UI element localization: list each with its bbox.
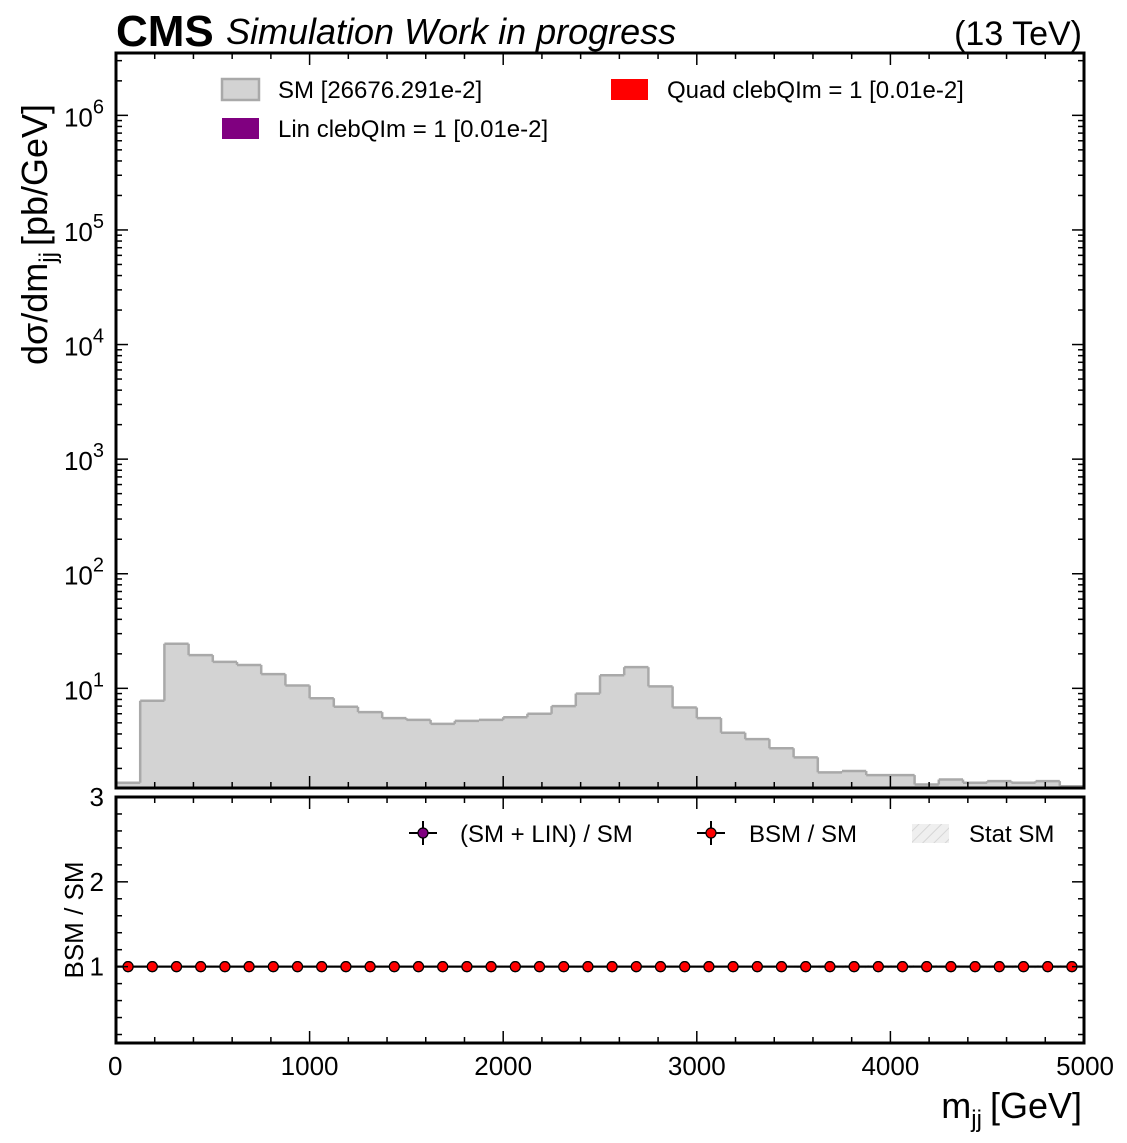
main-plot-frame (114, 51, 1086, 790)
ratio-y-tick-label: 3 (90, 782, 104, 812)
x-tick-label: 2000 (474, 1051, 532, 1081)
legend-marker-bsm (705, 827, 717, 839)
y-tick-label: 101 (64, 669, 104, 705)
legend-label-quad: Quad clebQIm = 1 [0.01e-2] (667, 77, 964, 104)
ratio-ticks (115, 796, 1085, 1043)
bsm-ratio-point (340, 961, 352, 973)
legend-entry-lin: Lin clebQIm = 1 [0.01e-2] (222, 116, 548, 143)
bsm-ratio-point (1042, 961, 1054, 973)
bsm-ratio-point (509, 961, 521, 973)
main-y-axis-label: dσ/dmjj[pb/GeV] (14, 104, 62, 365)
legend-label-bsm-ratio: BSM / SM (749, 821, 857, 848)
legend-label-sm: SM [26676.291e-2] (278, 77, 482, 104)
bsm-ratio-point (364, 961, 376, 973)
bsm-ratio-point (945, 961, 957, 973)
bsm-ratio-point (195, 961, 207, 973)
legend-label-lin: Lin clebQIm = 1 [0.01e-2] (278, 116, 548, 143)
ratio-plot-frame (114, 795, 1086, 1045)
bsm-ratio-point (824, 961, 836, 973)
y-tick-label: 102 (64, 555, 104, 591)
bsm-ratio-point (630, 961, 642, 973)
bsm-ratio-point (703, 961, 715, 973)
ratio-y-axis-label: BSM / SM (59, 861, 89, 978)
bsm-ratio-point (412, 961, 425, 973)
bsm-ratio-point (243, 961, 255, 973)
x-axis-label: mjj [GeV] (941, 1085, 1082, 1133)
ratio-y-tick-label: 2 (90, 867, 104, 897)
bsm-ratio-point (896, 961, 909, 973)
bsm-ratio-point (800, 961, 812, 973)
legend-entry-sm: SM [26676.291e-2] (220, 77, 482, 104)
x-tick-labels: 0 1000 2000 3000 4000 5000 (108, 1051, 1114, 1081)
bsm-ratio-point (1017, 961, 1030, 973)
legend-label-sm-lin-ratio: (SM + LIN) / SM (460, 821, 633, 848)
bsm-ratio-point (921, 961, 933, 973)
bsm-ratio-point (775, 961, 788, 973)
main-legend: SM [26676.291e-2] Lin clebQIm = 1 [0.01e… (220, 77, 964, 143)
main-ticks (115, 53, 1085, 788)
legend-label-stat-sm: Stat SM (969, 821, 1054, 848)
energy-label: (13 TeV) (954, 15, 1082, 53)
bsm-ratio-point (170, 961, 183, 973)
sm-histogram (116, 642, 1084, 788)
y-tick-label: 105 (64, 211, 104, 247)
bsm-ratio-point (872, 961, 884, 973)
x-tick-label: 3000 (668, 1051, 726, 1081)
ratio-legend: (SM + LIN) / SM BSM / SM Stat SM (409, 821, 1054, 848)
legend-swatch-quad (611, 79, 648, 100)
y-tick-label: 103 (64, 440, 104, 476)
legend-swatch-stat-sm (912, 824, 949, 843)
bsm-ratio-point (485, 961, 497, 973)
bsm-ratio-point (969, 961, 981, 973)
bsm-ratio-point (654, 961, 667, 973)
bsm-ratio-point (316, 961, 328, 973)
bsm-ratio-point (727, 961, 739, 973)
legend-marker-lin (417, 827, 429, 839)
bsm-ratio-point (848, 961, 860, 973)
experiment-label: CMS (116, 7, 214, 56)
x-tick-label: 1000 (281, 1051, 339, 1081)
bsm-ratio-point (533, 961, 546, 973)
x-tick-label: 5000 (1056, 1051, 1114, 1081)
ratio-y-tick-labels: 1 2 3 (90, 782, 104, 982)
bsm-ratio-point (751, 961, 763, 973)
bsm-ratio-point (461, 961, 473, 973)
ratio-y-tick-label: 1 (90, 952, 104, 982)
y-tick-label: 104 (64, 326, 104, 362)
bsm-ratio-point (267, 961, 279, 973)
legend-entry-quad: Quad clebQIm = 1 [0.01e-2] (611, 77, 964, 104)
legend-swatch-sm (220, 77, 261, 102)
bsm-ratio-point (219, 961, 231, 973)
legend-entry-sm-lin-ratio: (SM + LIN) / SM (409, 821, 633, 848)
bsm-ratio-point (291, 961, 304, 973)
legend-swatch-lin (222, 118, 259, 139)
ratio-points (116, 961, 1084, 973)
bsm-ratio-point (437, 961, 449, 973)
y-tick-label: 106 (64, 96, 104, 132)
legend-entry-bsm-ratio: BSM / SM (697, 821, 857, 848)
legend-entry-stat-sm: Stat SM (912, 821, 1054, 848)
bsm-ratio-point (388, 961, 400, 973)
main-y-tick-labels: 101 102 103 104 105 106 (64, 96, 104, 705)
bsm-ratio-point (558, 961, 570, 973)
bsm-ratio-point (679, 961, 691, 973)
x-tick-label: 0 (108, 1051, 122, 1081)
status-label: Simulation Work in progress (226, 11, 676, 52)
sm-histogram-fill (116, 643, 1084, 788)
bsm-ratio-point (606, 961, 618, 973)
bsm-ratio-point (146, 961, 158, 973)
bsm-ratio-point (582, 961, 594, 973)
x-tick-label: 4000 (861, 1051, 919, 1081)
bsm-ratio-point (993, 961, 1005, 973)
